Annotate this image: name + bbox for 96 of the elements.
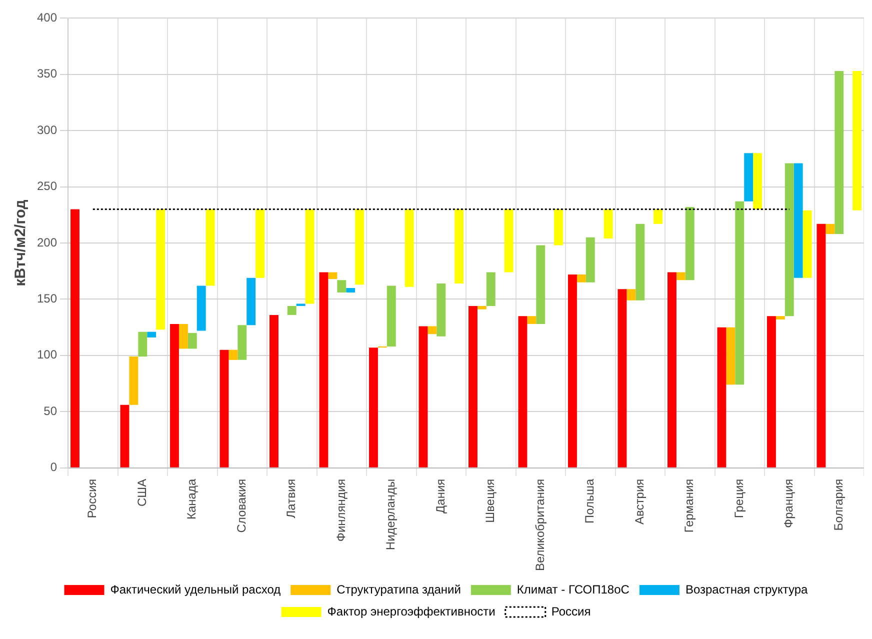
legend-label: Возрастная структура [685,582,808,596]
x-tick-label: Латвия [284,478,298,518]
bar [784,163,794,316]
bar [305,209,314,304]
y-tick-label: 150 [36,292,58,306]
bar [654,209,663,224]
bar [618,289,627,468]
bar [220,350,229,468]
x-tick-label: Франция [782,478,796,528]
bar [527,316,536,324]
legend-label: Структуратипа зданий [336,582,461,596]
bar [256,209,265,278]
bar [568,274,577,468]
legend-label: Фактор энергоэффективности [327,604,496,618]
bar [454,209,464,284]
bar [170,324,179,468]
y-tick-label: 100 [36,348,58,362]
y-tick-label: 50 [44,404,58,418]
x-tick-label: Австрия [632,478,646,524]
bar [328,272,338,279]
bar [346,288,356,292]
y-axis-title: кВтч/м2/год [12,199,30,286]
bar [802,210,812,278]
bar [685,207,694,280]
x-tick-label: Словакия [234,478,248,533]
bar [196,286,206,331]
bar [626,289,636,300]
bar [319,272,328,468]
bar [717,327,726,468]
legend-label: Фактический удельный расход [110,582,281,596]
bar [852,71,862,210]
bar [604,209,613,239]
bar [667,272,676,468]
bar [744,153,754,202]
bar [418,326,428,468]
x-tick-label: США [134,478,149,507]
bar [486,272,496,306]
bar [468,306,478,468]
bar [834,71,844,234]
y-tick-label: 0 [50,460,58,474]
bar [735,201,744,385]
legend-label: Россия [551,604,591,618]
bar [156,209,166,330]
x-tick-label: Швеция [483,478,498,523]
bar [270,314,278,468]
bar [826,224,835,234]
bar [386,286,396,346]
bar [147,332,156,338]
bar [794,163,803,278]
bar [504,209,514,272]
x-tick-label: Болгария [831,478,846,531]
x-tick-label: Польша [582,478,597,524]
bar [228,350,238,360]
bar [776,316,785,320]
bar [404,209,414,287]
x-tick-label: Финляндия [334,478,348,542]
bar [138,332,148,357]
bar [337,280,346,292]
y-tick-label: 250 [36,179,58,194]
bar [536,245,546,324]
bar [477,306,486,310]
x-tick-label: Канада [184,478,199,520]
bar [753,153,762,210]
bar [726,327,736,385]
bar [120,404,130,468]
bar [676,272,686,280]
bar [188,332,197,349]
x-tick-label: Греция [732,478,746,518]
bar [246,278,256,326]
x-tick-label: Великобритания [532,478,547,571]
bar [766,316,776,468]
bar [129,356,138,405]
bar [70,209,80,468]
bar [355,209,364,285]
bar [238,325,247,360]
x-tick-label: Германия [682,478,696,533]
bar [586,237,595,282]
y-tick-label: 400 [36,10,58,25]
bar [206,209,215,286]
x-tick-label: Россия [85,478,100,518]
bar [287,306,296,315]
bar [428,326,437,334]
y-tick-label: 350 [36,66,58,81]
legend-label: Климат - ГСОП18оС [516,582,630,596]
bar [576,274,586,282]
y-tick-label: 200 [36,235,58,250]
bar [554,209,564,246]
bar [178,324,188,349]
bar [816,224,826,468]
bar [369,348,378,468]
y-tick-label: 300 [36,122,58,137]
bar [518,316,528,468]
x-tick-label: Дания [433,478,448,514]
bar [636,224,645,300]
bar [436,283,446,336]
x-tick-label: Нидерланды [384,478,398,550]
